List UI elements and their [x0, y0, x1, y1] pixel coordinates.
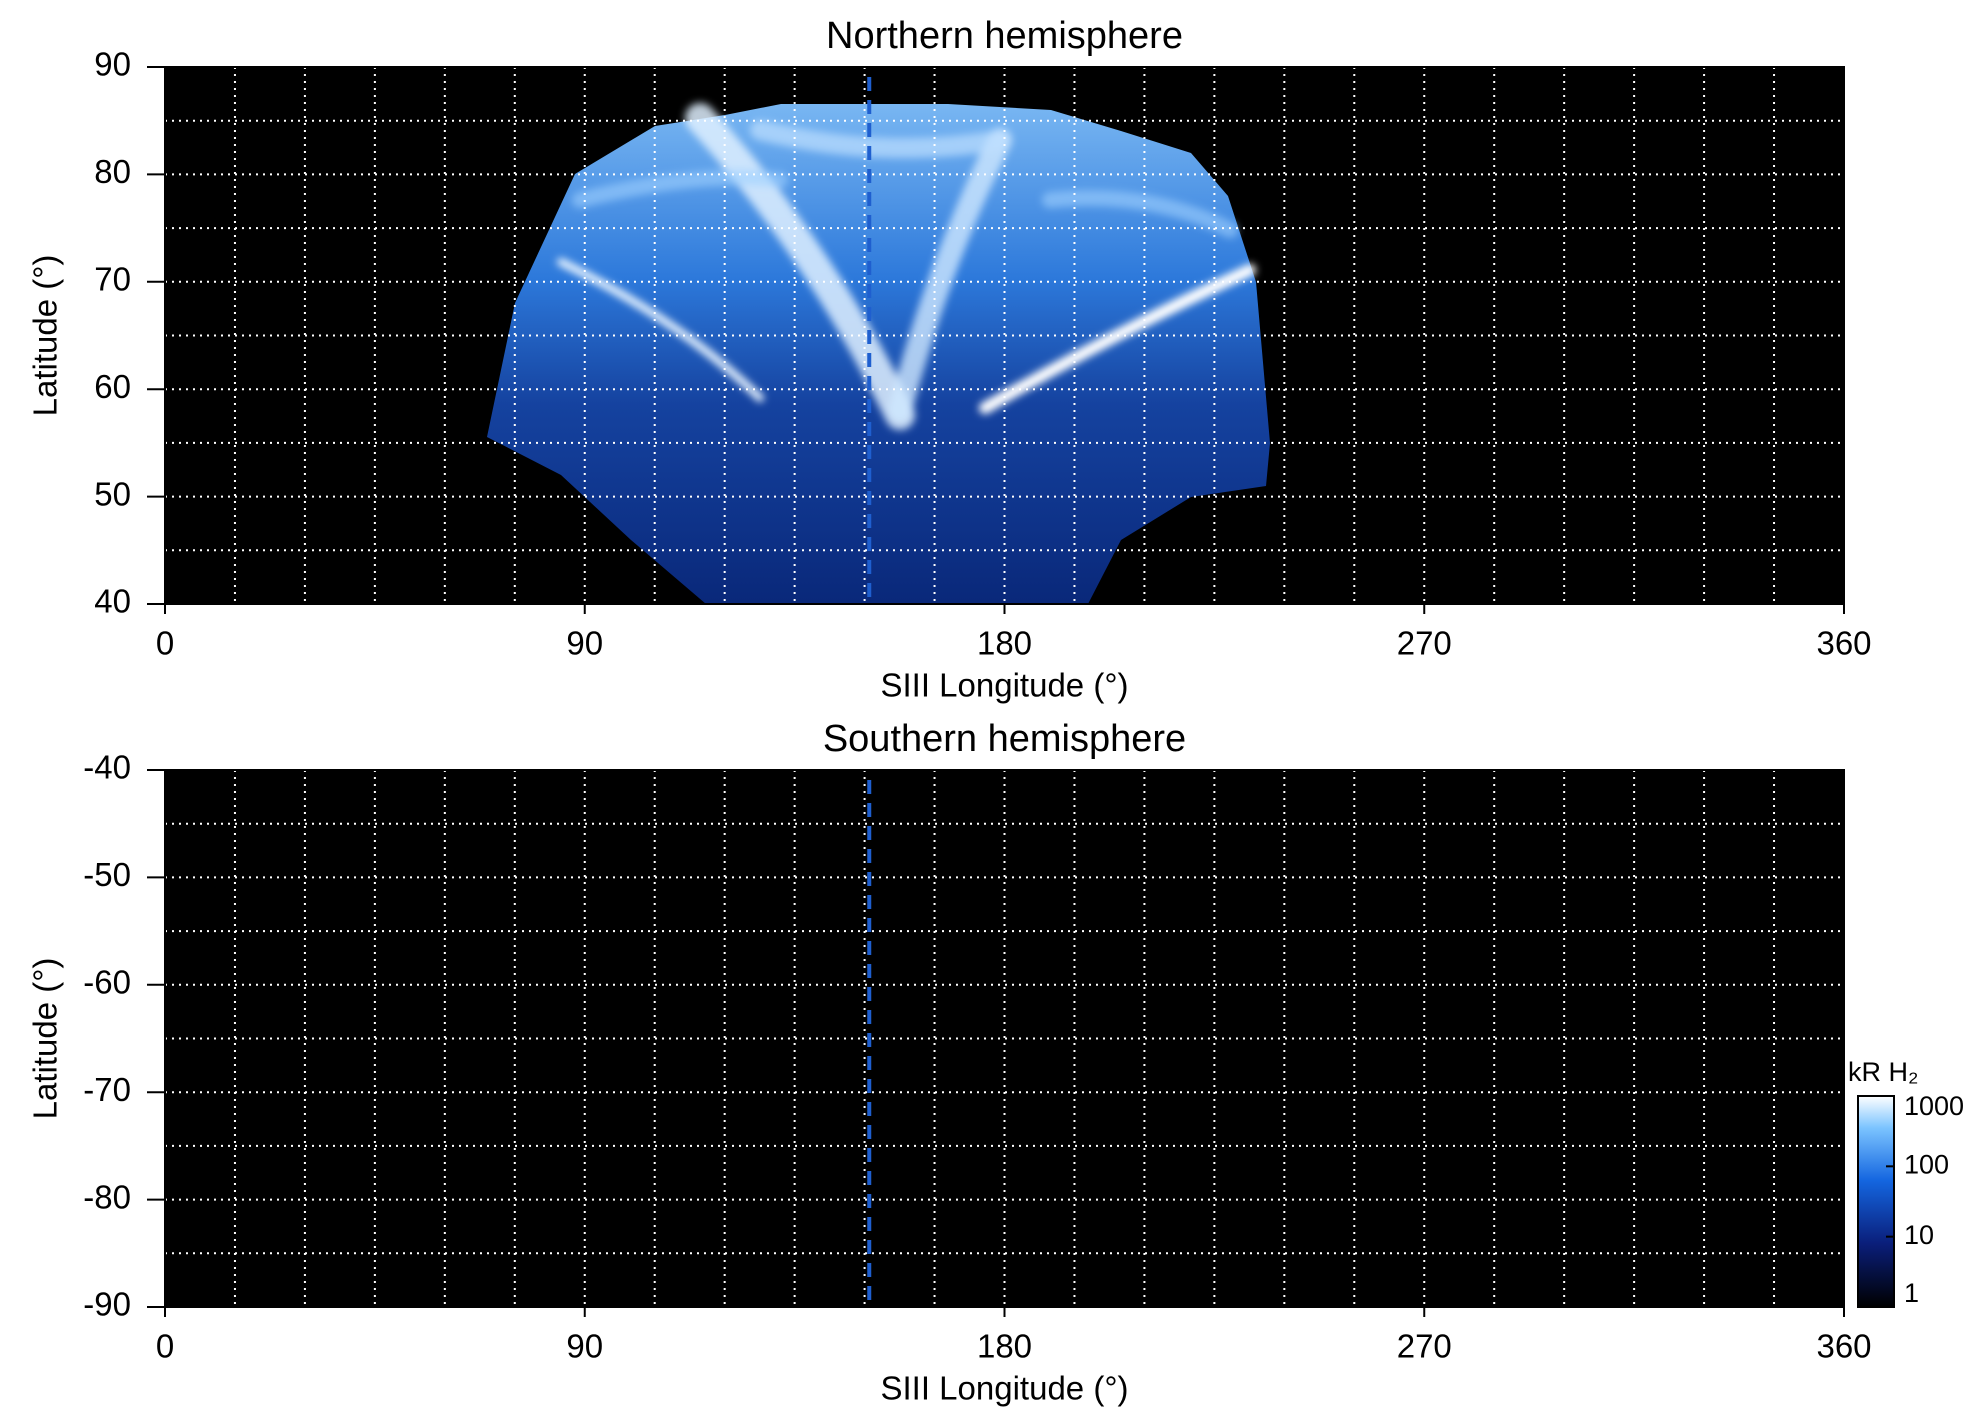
y-axis-label: Latitude (°)	[27, 958, 64, 1120]
y-tick-label: -90	[83, 1286, 131, 1323]
x-tick-label: 0	[156, 1328, 174, 1365]
chart-layer: Northern hemisphere 0 90 180 270 360 40 50 60 70 8…	[27, 15, 1964, 1407]
colorbar-tick-label: 10	[1904, 1220, 1934, 1250]
y-tick-label: 60	[94, 368, 131, 405]
x-tick-label: 270	[1397, 625, 1452, 662]
colorbar-tick-label: 1	[1904, 1278, 1919, 1308]
frame	[164, 769, 1845, 1308]
y-tick-label: -40	[83, 749, 131, 786]
x-tick-label: 360	[1816, 1328, 1871, 1365]
colorbar-tick-label: 100	[1904, 1149, 1949, 1179]
y-tick-label: 90	[94, 46, 131, 83]
colorbar-label: kR H₂	[1848, 1057, 1918, 1087]
x-tick-label: 90	[566, 1328, 603, 1365]
y-tick-label: -60	[83, 964, 131, 1001]
x-axis-label: SIII Longitude (°)	[881, 1370, 1129, 1407]
y-tick-label: 70	[94, 261, 131, 298]
frame	[164, 66, 1845, 605]
y-tick-label: -50	[83, 856, 131, 893]
y-tick-label: -70	[83, 1071, 131, 1108]
x-tick-label: 90	[566, 625, 603, 662]
x-tick-label: 270	[1397, 1328, 1452, 1365]
x-axis-label: SIII Longitude (°)	[881, 667, 1129, 704]
x-tick-label: 180	[977, 625, 1032, 662]
y-tick-label: 80	[94, 153, 131, 190]
x-tick-label: 360	[1816, 625, 1871, 662]
x-tick-label: 0	[156, 625, 174, 662]
colorbar-tick-label: 1000	[1904, 1091, 1964, 1121]
y-tick-label: -80	[83, 1178, 131, 1215]
y-tick-label: 40	[94, 583, 131, 620]
colorbar	[1857, 1095, 1895, 1308]
plot-area	[165, 770, 1844, 1307]
y-tick-label: 50	[94, 475, 131, 512]
y-axis-label: Latitude (°)	[27, 255, 64, 417]
chart-title: Northern hemisphere	[826, 15, 1183, 57]
x-tick-label: 180	[977, 1328, 1032, 1365]
chart-title: Southern hemisphere	[823, 718, 1186, 760]
